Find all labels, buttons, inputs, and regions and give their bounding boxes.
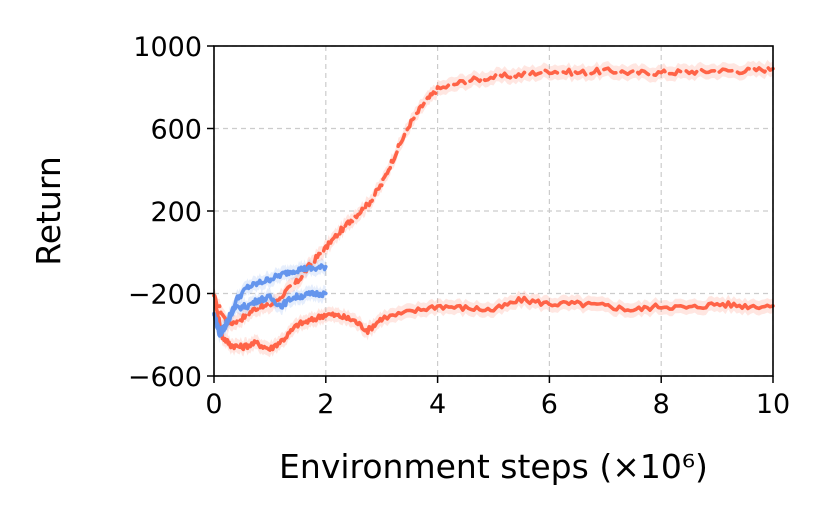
y-tick-label: 200 — [150, 197, 202, 228]
y-tick-label: −600 — [128, 362, 202, 393]
y-axis-ticks: −600 −200 200 600 1000 — [128, 32, 214, 393]
y-tick-label: −200 — [128, 280, 202, 311]
x-tick-label: 8 — [653, 389, 670, 420]
x-tick-label: 10 — [756, 389, 790, 420]
y-tick-label: 1000 — [133, 32, 202, 63]
x-axis-label: Environment steps (×10⁶) — [279, 447, 708, 486]
y-tick-label: 600 — [150, 115, 202, 146]
series-band — [214, 288, 773, 358]
series-line — [212, 263, 328, 338]
x-tick-label: 0 — [205, 389, 222, 420]
series-lines — [212, 65, 775, 352]
x-tick-label: 2 — [317, 389, 334, 420]
y-axis-label: Return — [29, 156, 68, 266]
variance-bands — [214, 59, 773, 358]
x-tick-label: 4 — [429, 389, 446, 420]
series-line — [212, 289, 328, 334]
series-line — [212, 293, 775, 352]
x-tick-label: 6 — [541, 389, 558, 420]
x-axis-ticks: 0 2 4 6 8 10 — [205, 376, 790, 420]
series-line — [212, 65, 775, 329]
